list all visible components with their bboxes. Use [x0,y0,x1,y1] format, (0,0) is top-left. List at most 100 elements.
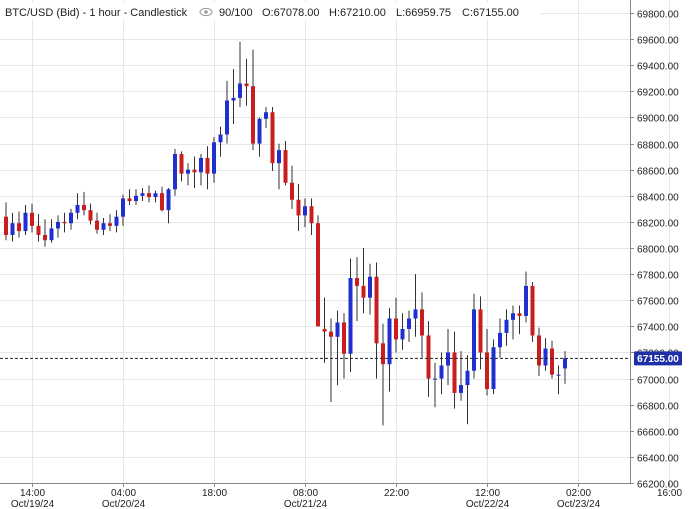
x-tick-date: Oct/22/24 [466,499,510,509]
x-tick-time: 12:00 [475,488,500,499]
candle-body-up [218,134,223,143]
candle-body-up [303,206,307,216]
y-tick-label: 67800.00 [637,271,679,282]
candle-body-up [368,276,372,298]
candle-body-down [192,169,197,173]
x-tick-time: 14:00 [20,488,45,499]
x-tick-time: 02:00 [566,488,591,499]
candle-body-up [231,97,236,101]
y-tick-label: 66800.00 [637,402,679,413]
candle-body-up [563,358,567,369]
header-background [0,2,540,20]
price-tag-label: 67155.00 [637,354,679,365]
candle-body-down [244,83,249,87]
candle-body-down [82,204,86,211]
candle-body-down [485,352,489,390]
last-price-tag: 67155.00 [634,351,682,366]
candle-body-up [504,319,509,333]
candle-body-down [30,212,34,226]
eye-icon[interactable] [199,7,213,17]
x-tick-time: 18:00 [202,488,227,499]
candle-body-up [75,204,80,213]
candle-body-up [511,313,515,320]
candle-body-up [264,112,268,119]
candle-body-up [186,169,190,174]
y-tick-label: 67400.00 [637,323,679,334]
candle-body-up [225,100,229,135]
grid-lines [0,0,670,484]
candle-body-up [69,212,73,224]
candle-body-up [277,150,281,164]
candle-body-down [62,221,67,224]
y-tick-label: 67600.00 [637,297,679,308]
candle-body-up [199,157,203,173]
candle-body-up [238,83,242,98]
candle-body-up [491,347,496,390]
y-tick-label: 69800.00 [637,10,679,21]
price-tag-background [634,351,682,366]
ohlc-low: L:66959.75 [396,7,451,19]
y-tick-label: 68800.00 [637,141,679,152]
candle-body-up [114,216,119,226]
candle-body-up [23,212,28,232]
candle-body-down [283,150,288,183]
candle-body-up [543,348,548,366]
candle-body-up [212,142,216,174]
candle-body-down [381,343,385,365]
candle-body-up [101,223,106,230]
candle-body-up [49,228,54,241]
candle-body-up [472,309,476,371]
candle-body-down [329,331,333,337]
x-tick-date: Oct/20/24 [102,499,146,509]
candle-body-down [17,223,21,232]
candle-body-down [550,348,554,375]
candle-body-down [127,198,132,202]
y-tick-label: 68000.00 [637,245,679,256]
candle-body-down [537,335,541,366]
candle-body-up [335,322,340,337]
candle-body-up [387,318,392,365]
candle-body-up [400,328,405,340]
candle-body-up [556,374,561,376]
candle-body-down [420,309,424,336]
y-tick-label: 68200.00 [637,219,679,230]
x-tick-time: 04:00 [111,488,136,499]
candle-body-up [348,278,353,354]
candle-body-down [316,223,320,327]
candle-body-down [322,328,327,332]
x-tick-time: 22:00 [384,488,409,499]
candle-body-up [153,193,158,198]
y-tick-label: 69600.00 [637,36,679,47]
x-tick-date: Oct/21/24 [284,499,328,509]
y-tick-label: 66200.00 [637,480,679,491]
ohlc-close: C:67155.00 [462,7,519,19]
y-tick-label: 67000.00 [637,376,679,387]
candle-body-up [56,221,60,229]
candle-body-down [36,225,41,235]
candle-body-up [173,154,177,190]
x-tick-date: Oct/23/24 [557,499,601,509]
candle-body-down [88,210,93,221]
y-tick-label: 69000.00 [637,114,679,125]
candle-body-down [251,86,255,144]
y-tick-label: 69200.00 [637,88,679,99]
y-tick-label: 68400.00 [637,193,679,204]
candle-body-up [498,332,502,348]
x-tick-time: 16:00 [657,488,682,499]
candle-body-down [179,154,184,174]
candle-body-up [433,378,437,380]
candle-body-up [121,198,125,217]
candle-body-up [407,318,411,329]
ohlc-high: H:67210.00 [329,7,386,19]
candle-body-down [95,220,99,230]
candle-body-down [355,278,359,286]
candle-body-up [166,189,171,211]
bar-count: 90/100 [219,7,253,19]
candle-body-up [524,285,528,316]
y-tick-label: 66600.00 [637,428,679,439]
candle-body-down [478,309,483,353]
candle-body-up [446,352,450,366]
candle-body-down [270,112,275,164]
candle-body-down [361,285,366,298]
